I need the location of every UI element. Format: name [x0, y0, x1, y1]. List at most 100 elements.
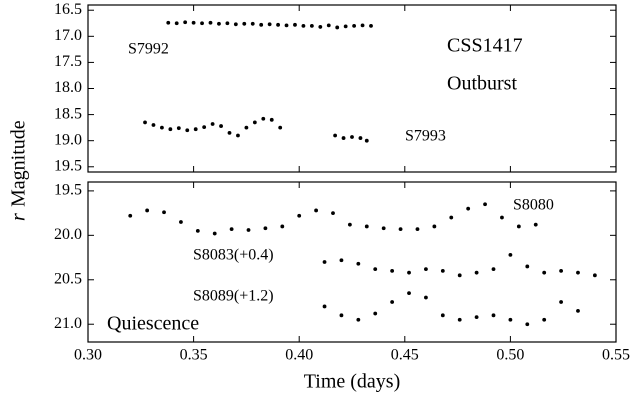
data-point [128, 213, 133, 218]
y-tick-label: 17.0 [54, 27, 82, 44]
y-axis-label: Magnitude [8, 120, 30, 207]
data-point [212, 231, 217, 236]
data-point [284, 23, 289, 28]
data-point [356, 261, 361, 266]
data-point [276, 22, 280, 27]
data-point [179, 220, 183, 224]
data-point [341, 136, 346, 140]
data-point [174, 21, 179, 26]
annotation: Quiescence [107, 313, 199, 335]
data-point [259, 22, 264, 27]
data-point [457, 273, 462, 278]
y-axis-label-group: r Magnitude [8, 120, 30, 221]
data-point [193, 127, 198, 132]
data-point [252, 120, 257, 125]
data-point [542, 317, 547, 322]
data-point [143, 120, 147, 125]
y-tick-label: 16.5 [54, 1, 82, 18]
y-tick-label: 21.0 [54, 315, 82, 332]
data-point [508, 317, 513, 322]
data-point [407, 291, 411, 296]
data-point [576, 308, 580, 313]
data-point [202, 125, 207, 130]
data-point [242, 21, 247, 26]
data-point [269, 117, 274, 122]
data-point [500, 215, 504, 220]
data-point [525, 322, 530, 327]
x-tick-label: 0.45 [391, 347, 419, 364]
data-point [347, 222, 352, 227]
data-point [183, 20, 188, 25]
data-point [166, 20, 171, 25]
plot-frame [87, 181, 617, 343]
data-point [236, 133, 240, 138]
series-label: S8080 [513, 197, 554, 214]
data-point [360, 23, 365, 28]
series-label: S7993 [405, 128, 446, 145]
data-point [407, 270, 411, 275]
data-point [244, 125, 249, 130]
data-point [261, 116, 266, 121]
data-point [293, 22, 297, 27]
data-point [542, 270, 547, 275]
data-point [424, 267, 428, 272]
data-point [356, 317, 361, 322]
annotation: Outburst [447, 73, 517, 95]
data-point [246, 228, 251, 232]
data-point [335, 25, 340, 30]
data-point [263, 226, 268, 231]
data-point [322, 304, 327, 309]
data-point [326, 23, 331, 28]
y-tick-label: 20.5 [54, 270, 82, 287]
data-point [168, 127, 173, 132]
data-point [483, 202, 487, 207]
data-point [474, 315, 479, 320]
data-point [339, 313, 344, 318]
data-point [339, 258, 344, 263]
data-point [278, 125, 283, 130]
y-axis-label-var: r [8, 213, 30, 221]
x-tick-label: 0.50 [496, 347, 524, 364]
data-point [352, 23, 357, 28]
data-point [390, 300, 395, 304]
data-point [576, 270, 580, 275]
plot-frame [87, 4, 617, 173]
data-point [176, 126, 181, 131]
x-axis-label: Time (days) [304, 371, 400, 393]
data-point [309, 23, 314, 28]
data-point [457, 317, 462, 322]
y-tick-label: 17.5 [54, 53, 82, 70]
data-point [466, 206, 471, 211]
y-tick-label: 19.0 [54, 131, 82, 148]
data-point [364, 224, 369, 229]
data-point [440, 313, 445, 318]
data-point [200, 21, 204, 26]
x-tick-label: 0.40 [285, 347, 313, 364]
x-tick-label: 0.35 [180, 347, 208, 364]
data-point [151, 123, 156, 127]
y-tick-label: 19.5 [54, 182, 82, 199]
data-point [390, 268, 395, 273]
data-point [208, 20, 213, 25]
data-point [491, 267, 496, 272]
y-tick-label: 20.0 [54, 226, 82, 243]
data-point [322, 260, 327, 264]
data-point [318, 25, 323, 29]
x-tick-label: 0.55 [602, 347, 630, 364]
data-point [301, 23, 306, 28]
y-tick-label: 18.0 [54, 79, 82, 96]
data-point [516, 224, 521, 229]
data-point [508, 252, 513, 257]
y-tick-label: 18.5 [54, 105, 82, 122]
data-point [491, 313, 496, 318]
data-point [525, 264, 530, 269]
data-point [415, 227, 420, 232]
data-point [314, 208, 318, 213]
data-point [373, 311, 378, 316]
data-point [267, 22, 272, 27]
x-tick-label: 0.30 [74, 347, 102, 364]
data-point [210, 122, 215, 126]
data-point [592, 273, 597, 278]
data-point [191, 20, 196, 25]
data-point [227, 130, 232, 135]
